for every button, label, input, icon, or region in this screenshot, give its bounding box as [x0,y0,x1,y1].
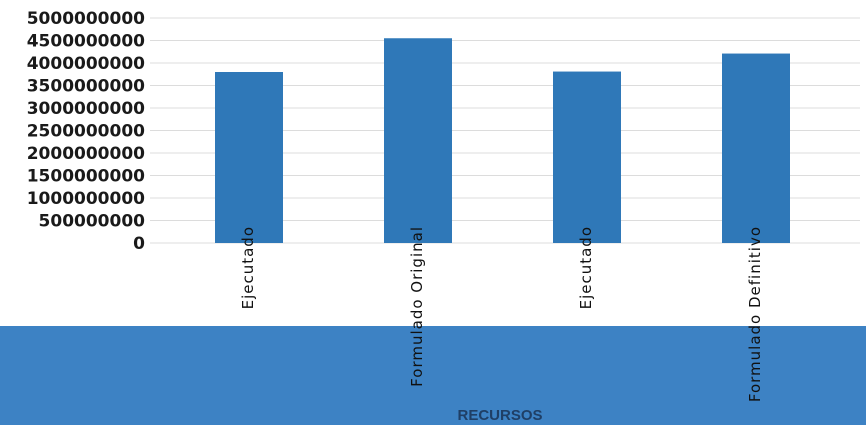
y-tick-label: 1000000000 [27,189,145,209]
category-labels: Ejecutado Formulado Original Ejecutado Form… [239,226,764,402]
bar [553,71,621,243]
y-tick-label: 0 [133,234,145,254]
y-tick-label: 3500000000 [27,77,145,97]
y-tick-label: 1500000000 [27,167,145,187]
bars [215,38,790,243]
y-tick-label: 500000000 [39,212,146,232]
recursos-band [0,326,866,425]
y-tick-label: 2000000000 [27,144,145,164]
category-label: Formulado Definitivo [746,226,764,402]
category-label: Ejecutado [239,226,257,309]
y-tick-label: 4500000000 [27,32,145,52]
y-tick-label: 3000000000 [27,99,145,119]
bar [215,72,283,243]
y-tick-label: 5000000000 [27,9,145,29]
y-tick-label: 2500000000 [27,122,145,142]
bar [722,53,790,243]
x-axis-label: RECURSOS [457,407,542,424]
category-label: Ejecutado [577,226,595,309]
category-label: Formulado Original [408,226,426,387]
y-tick-label: 4000000000 [27,54,145,74]
bar [384,38,452,243]
